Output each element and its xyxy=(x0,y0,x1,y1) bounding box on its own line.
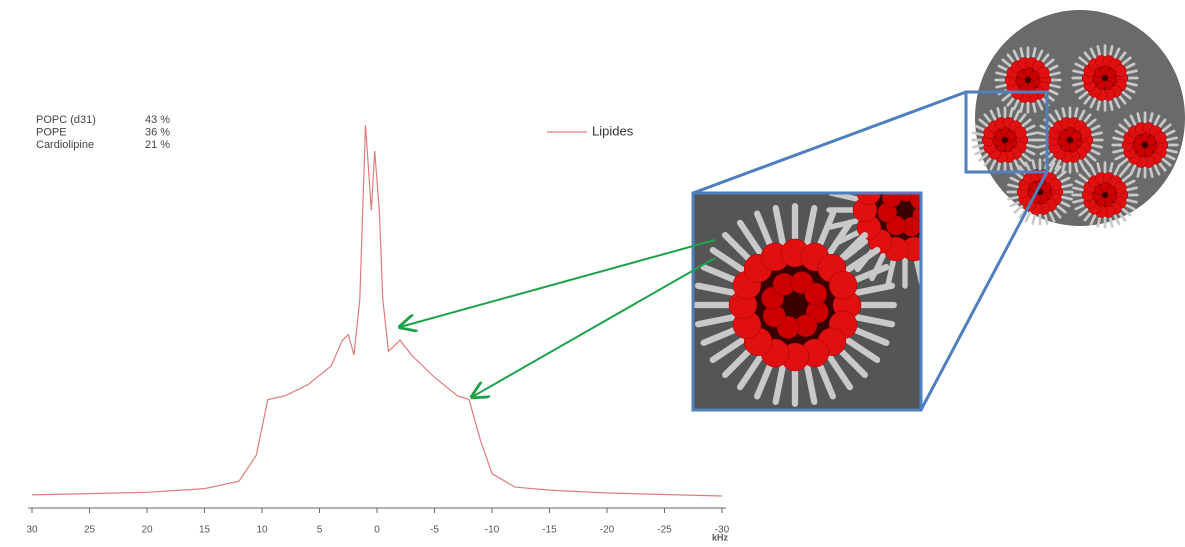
lipid-head xyxy=(1041,182,1052,193)
zoom-box xyxy=(691,191,923,412)
lipid-head xyxy=(1146,135,1157,146)
arrow xyxy=(400,239,716,327)
composition-percent: 43 % xyxy=(145,114,170,126)
lipid-tail xyxy=(858,151,880,179)
lipid-tail xyxy=(941,177,973,193)
lipid-head xyxy=(856,193,882,205)
x-tick-label: 10 xyxy=(256,525,268,536)
lipid-tail xyxy=(863,193,872,196)
x-tick-label: 5 xyxy=(317,525,323,536)
zoom-region xyxy=(964,90,1049,174)
x-tick-label: 15 xyxy=(199,525,211,536)
lipid-head xyxy=(929,215,953,239)
lipid-tail xyxy=(914,136,922,171)
lipid-head xyxy=(1106,68,1117,79)
composition-name: Cardiolipine xyxy=(36,139,94,151)
lipid-head xyxy=(1071,130,1082,141)
x-tick-label: -10 xyxy=(485,525,500,536)
x-tick-label: 30 xyxy=(26,525,38,536)
x-tick-label: -20 xyxy=(600,525,615,536)
composition-percent: 36 % xyxy=(145,126,170,138)
lipid-head xyxy=(1106,185,1117,196)
zoom-connector xyxy=(919,171,1049,411)
arrow xyxy=(472,257,716,397)
composition-name: POPC (d31) xyxy=(36,114,96,126)
spectrum-line xyxy=(31,124,723,497)
lipid-tail xyxy=(944,219,979,227)
x-tick-label: 0 xyxy=(374,525,380,536)
composition-percent: 21 % xyxy=(145,139,170,151)
lipid-tail xyxy=(846,163,874,185)
lipid-head xyxy=(884,159,908,183)
x-tick-label: -5 xyxy=(430,525,439,536)
lipid-tail xyxy=(941,227,973,243)
lipid-tail xyxy=(872,142,888,174)
micelle-core xyxy=(743,253,847,357)
legend-label: Lipides xyxy=(592,123,634,138)
lipid-tail xyxy=(930,241,952,269)
lipid-tail xyxy=(936,235,964,257)
x-tick-label: -15 xyxy=(542,525,557,536)
lipid-head xyxy=(868,167,892,191)
x-tick-label: 20 xyxy=(141,525,153,536)
lipid-tail xyxy=(922,142,938,174)
lipid-tail xyxy=(919,243,921,250)
lipid-tail xyxy=(930,151,952,179)
lipid-tail xyxy=(936,163,964,185)
lipid-head xyxy=(804,282,828,306)
composition-name: POPE xyxy=(36,126,67,138)
lipid-head xyxy=(933,198,957,222)
lipid-head xyxy=(918,167,942,191)
zoom-content xyxy=(693,136,979,410)
zoom-connector xyxy=(692,90,967,195)
lipid-tail xyxy=(944,193,979,201)
lipid-tail xyxy=(888,136,896,171)
x-tick-label: 25 xyxy=(84,525,96,536)
micelle-illustration xyxy=(693,10,1185,410)
lipid-head xyxy=(929,181,953,205)
lipid-head xyxy=(828,270,858,300)
x-tick-label: -30 xyxy=(715,525,730,536)
lipid-head xyxy=(902,159,926,183)
x-tick-label: -25 xyxy=(657,525,672,536)
lipid-head xyxy=(1006,130,1017,141)
lipid-head xyxy=(1029,70,1040,81)
x-axis-label: kHz xyxy=(712,532,729,542)
